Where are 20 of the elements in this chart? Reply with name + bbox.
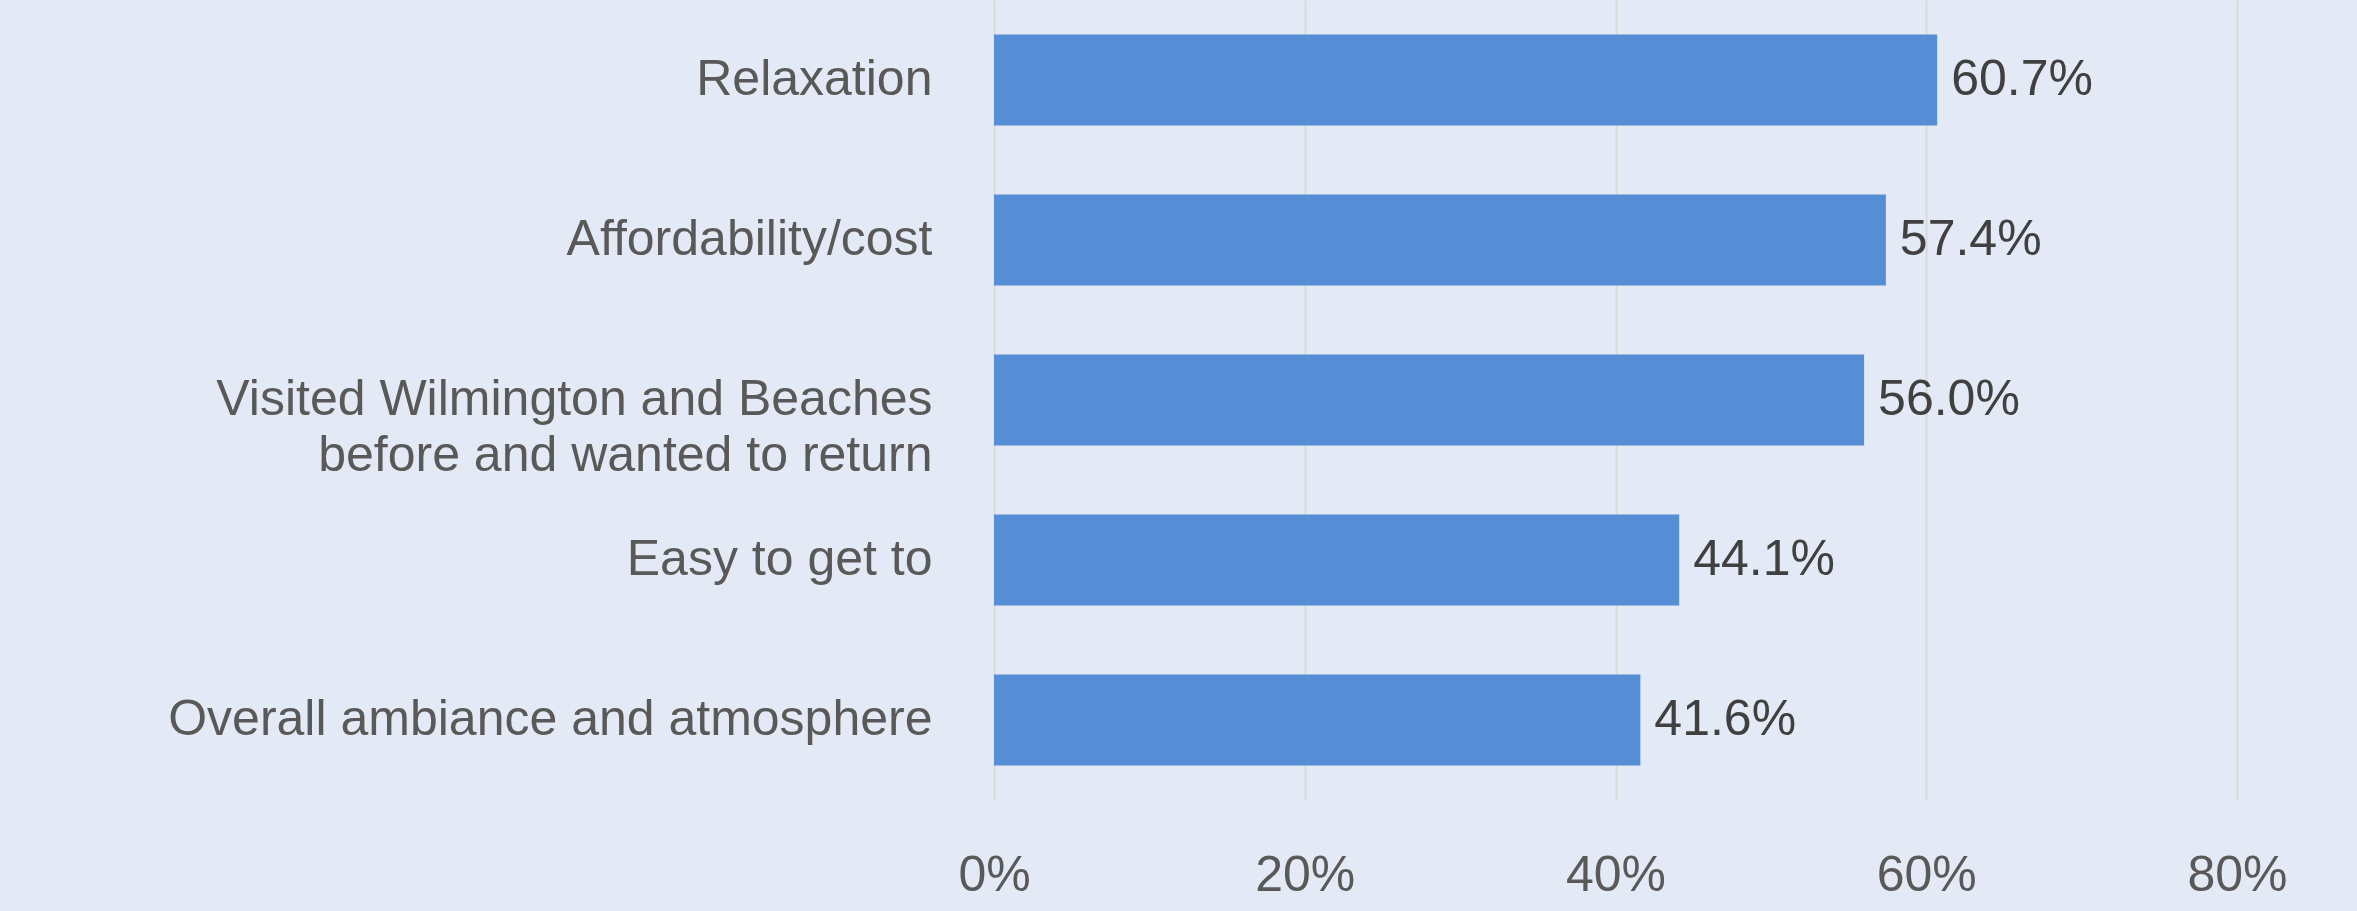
y-tick-label: Overall ambiance and atmosphere (168, 690, 933, 746)
y-tick-label: Visited Wilmington and Beaches before and wanted to return (216, 370, 933, 482)
x-tick-label: 20% (1255, 845, 1356, 902)
data-label: 60.7% (1951, 50, 2093, 106)
bar (994, 34, 1938, 126)
y-tick-label: Easy to get to (626, 530, 933, 586)
x-tick-label: 40% (1565, 845, 1667, 902)
data-label: 56.0% (1878, 370, 2020, 426)
bar (994, 674, 1641, 766)
data-label: 57.4% (1899, 210, 2042, 266)
x-tick-label: 60% (1876, 845, 1977, 902)
bar (994, 194, 1886, 286)
y-tick-label: Affordability/cost (566, 210, 933, 266)
x-tick-label: 80% (2187, 845, 2288, 902)
x-tick-label: 0% (958, 845, 1031, 902)
y-tick-label: Relaxation (696, 50, 933, 106)
data-label: 41.6% (1654, 690, 1797, 746)
data-label: 44.1% (1693, 530, 1835, 586)
bar (994, 514, 1680, 606)
bar (994, 354, 1865, 446)
